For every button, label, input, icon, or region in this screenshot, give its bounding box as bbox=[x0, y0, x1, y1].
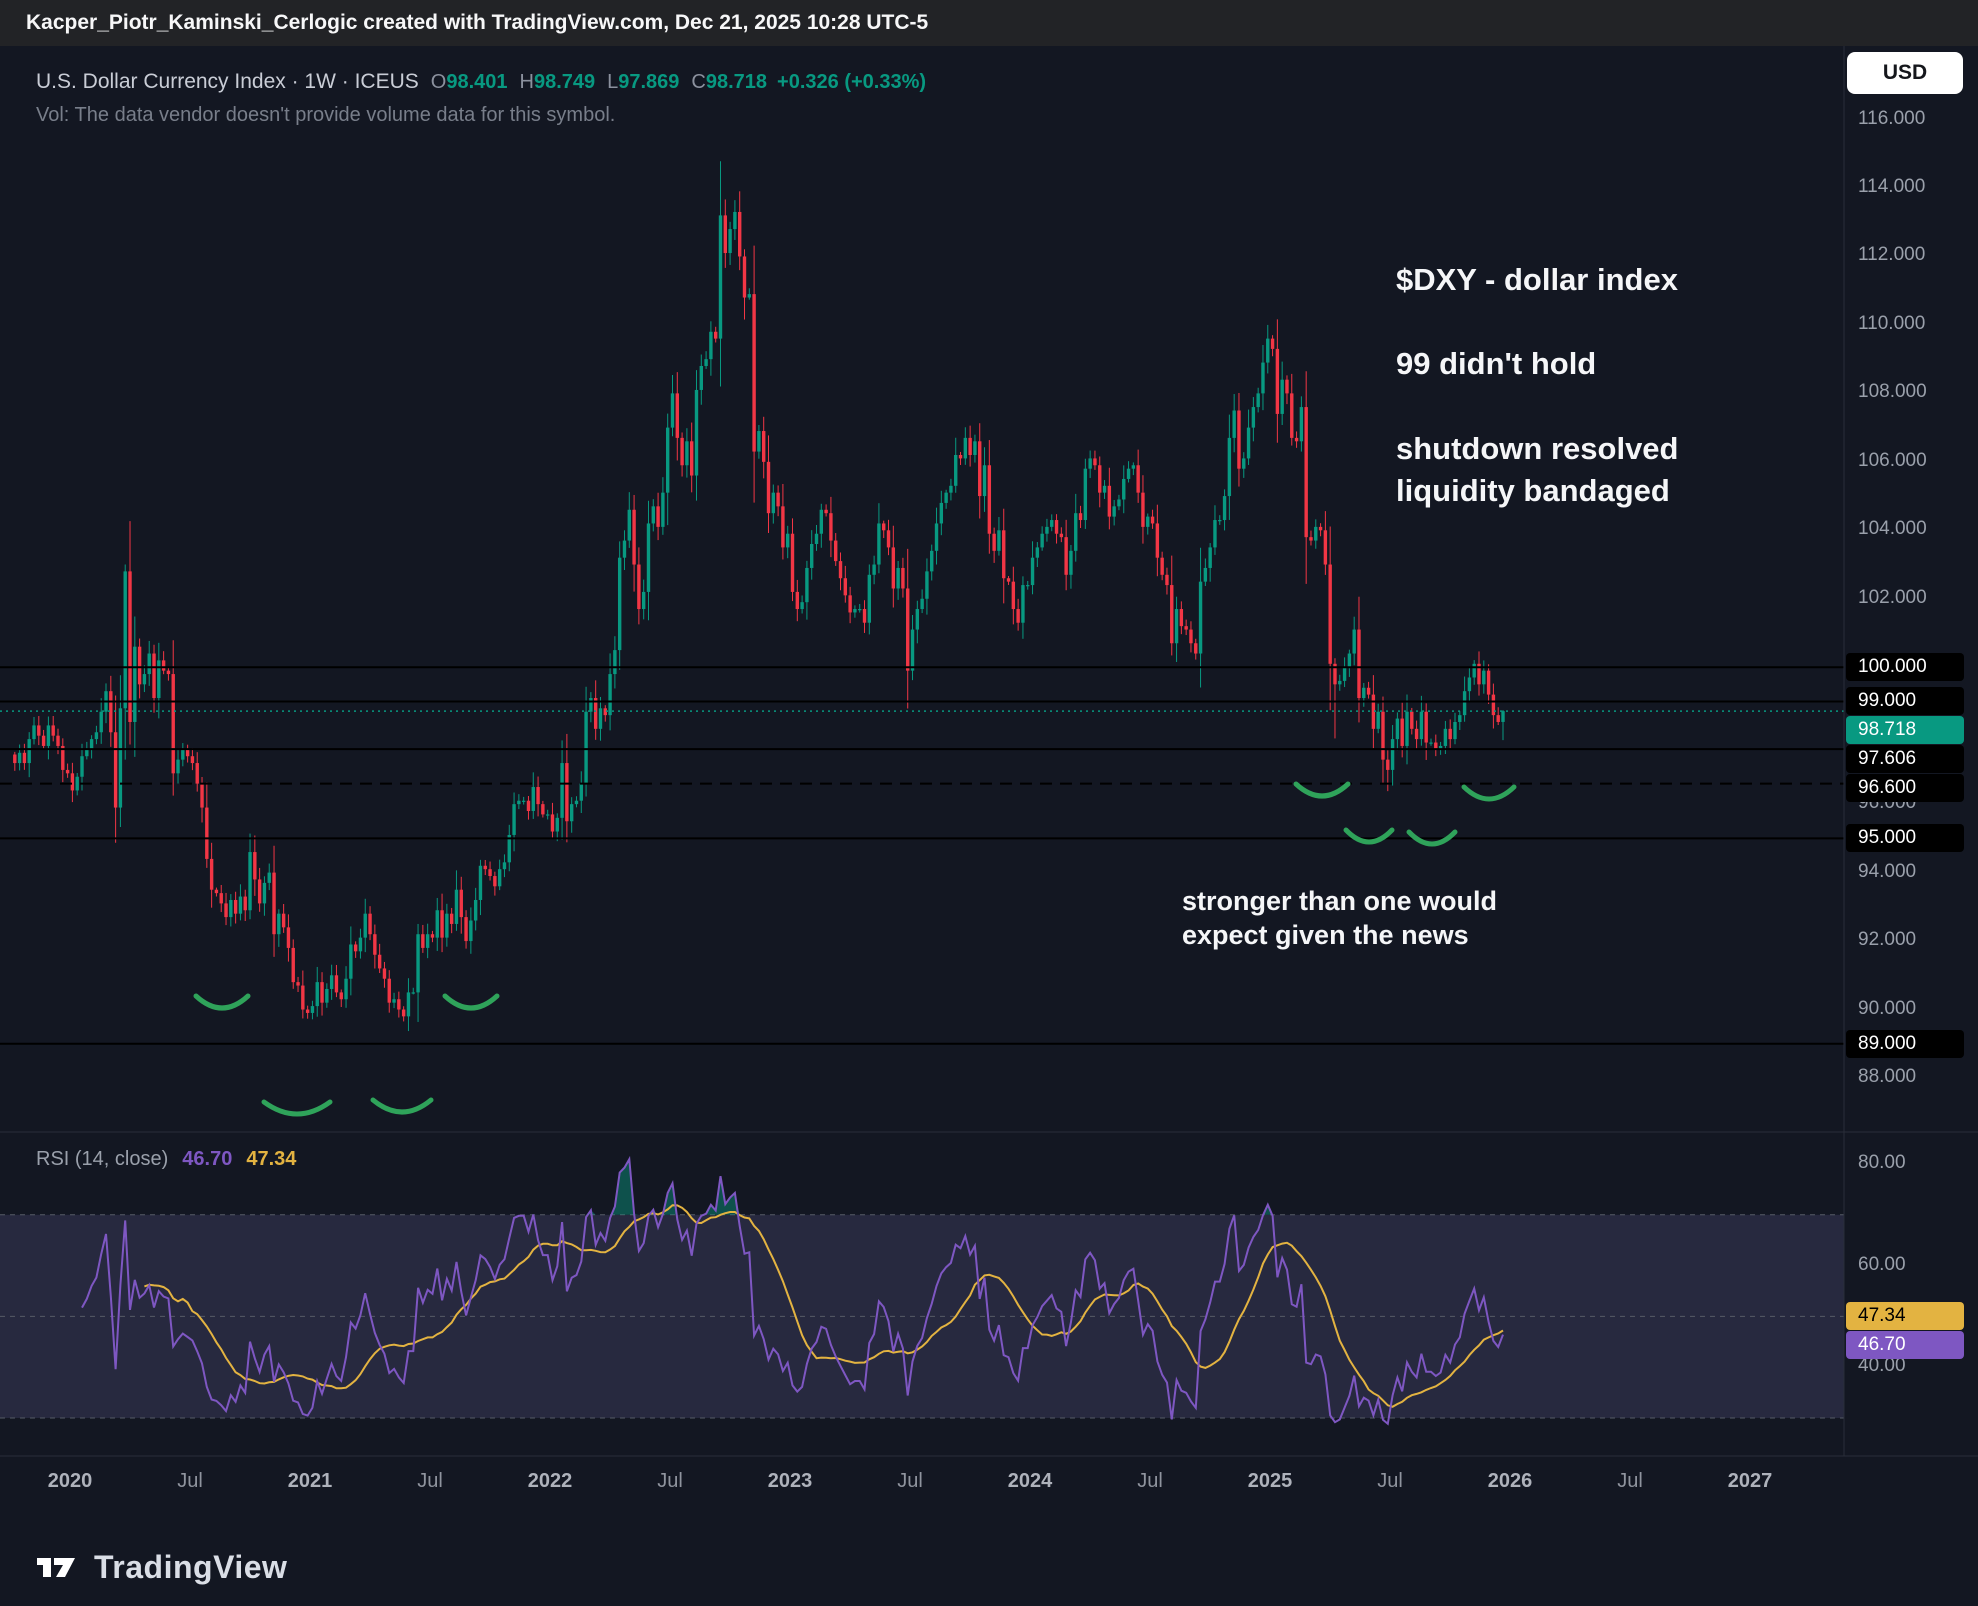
annotation-line: expect given the news bbox=[1182, 920, 1469, 950]
annotation-stronger-than-expected: stronger than one would expect given the… bbox=[1182, 884, 1497, 952]
rsi-indicator-label[interactable]: RSI (14, close) bbox=[36, 1148, 169, 1170]
annotation-99-didnt-hold: 99 didn't hold bbox=[1396, 346, 1597, 381]
watermark-text: Kacper_Piotr_Kaminski_Cerlogic created w… bbox=[26, 11, 929, 34]
annotation-shutdown-resolved: shutdown resolved liquidity bandaged bbox=[1396, 428, 1678, 512]
annotation-line: stronger than one would bbox=[1182, 886, 1497, 916]
volume-note: Vol: The data vendor doesn't provide vol… bbox=[36, 104, 616, 126]
tradingview-logo-icon bbox=[37, 1558, 75, 1577]
annotation-dxy-title: $DXY - dollar index bbox=[1396, 262, 1678, 297]
rsi-ma-value: 47.34 bbox=[246, 1148, 297, 1170]
rsi-legend: RSI (14, close) 46.70 47.34 bbox=[36, 1148, 296, 1171]
ohlc-high: H98.749 bbox=[519, 71, 596, 93]
tradingview-logo[interactable]: TradingView bbox=[34, 1544, 287, 1590]
annotation-line: liquidity bandaged bbox=[1396, 473, 1670, 508]
rsi-value: 46.70 bbox=[182, 1148, 233, 1170]
symbol-title[interactable]: U.S. Dollar Currency Index · 1W · ICEUS bbox=[36, 70, 419, 93]
ohlc-low: L97.869 bbox=[607, 71, 680, 93]
currency-toggle-button[interactable]: USD bbox=[1847, 52, 1963, 94]
price-change: +0.326 (+0.33%) bbox=[777, 71, 927, 93]
watermark-bar: Kacper_Piotr_Kaminski_Cerlogic created w… bbox=[0, 0, 1978, 46]
annotation-line: shutdown resolved bbox=[1396, 431, 1679, 466]
symbol-info-row: U.S. Dollar Currency Index · 1W · ICEUS … bbox=[36, 70, 926, 94]
ohlc-open: O98.401 bbox=[430, 71, 508, 93]
tradingview-logo-text: TradingView bbox=[94, 1548, 288, 1585]
ohlc-close: C98.718 bbox=[691, 71, 768, 93]
